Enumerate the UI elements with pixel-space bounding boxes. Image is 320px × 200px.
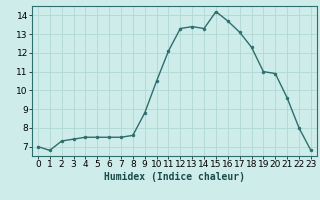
X-axis label: Humidex (Indice chaleur): Humidex (Indice chaleur): [104, 172, 245, 182]
